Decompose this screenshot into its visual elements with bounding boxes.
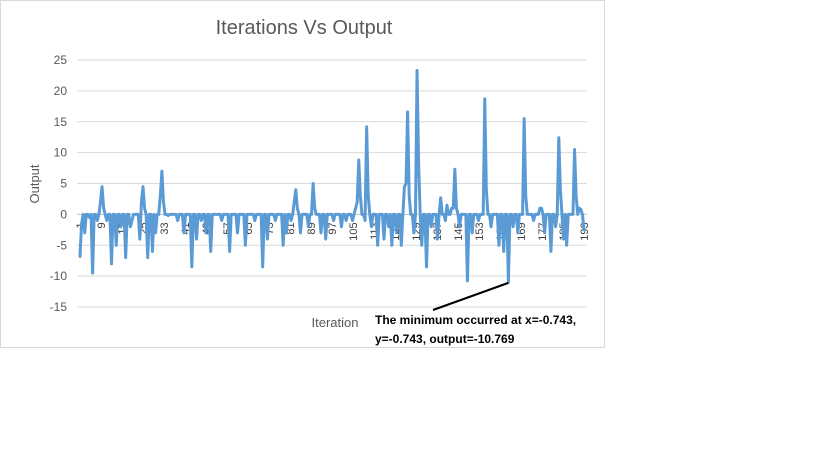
x-tick-label: 9: [96, 222, 108, 228]
y-tick-label: -5: [56, 238, 67, 252]
annotation-line-2: y=-0.743, output=-10.769: [375, 332, 515, 346]
y-tick-label: -15: [50, 300, 68, 314]
y-tick-label: 0: [60, 207, 67, 221]
y-axis-label: Output: [27, 164, 42, 203]
annotation-pointer: [432, 281, 509, 311]
x-tick-label: 153: [474, 222, 486, 240]
x-axis-label: Iteration: [312, 315, 359, 330]
chart-area: 25 20 15 10 5 0 -5 -10 -15 1 9 17 25 33 41 49 57 65 73 81 8…: [0, 0, 605, 348]
x-tick-label: 105: [348, 222, 360, 240]
y-tick-label: 5: [60, 177, 67, 191]
y-axis-ticks: 25 20 15 10 5 0 -5 -10 -15: [50, 53, 68, 314]
series-line: [78, 69, 586, 284]
y-tick-label: 20: [54, 84, 68, 98]
x-tick-label: 97: [327, 222, 339, 234]
x-tick-label: 33: [159, 222, 171, 234]
gridlines: [77, 59, 587, 308]
y-tick-label: 25: [54, 53, 68, 67]
y-tick-label: 15: [54, 115, 68, 129]
y-tick-label: -10: [50, 269, 68, 283]
x-tick-label: 145: [453, 222, 465, 240]
chart-title: Iterations Vs Output: [216, 17, 393, 39]
y-tick-label: 10: [54, 146, 68, 160]
annotation-line-1: The minimum occurred at x=-0.743,: [375, 313, 576, 327]
x-tick-label: 193: [579, 222, 591, 240]
